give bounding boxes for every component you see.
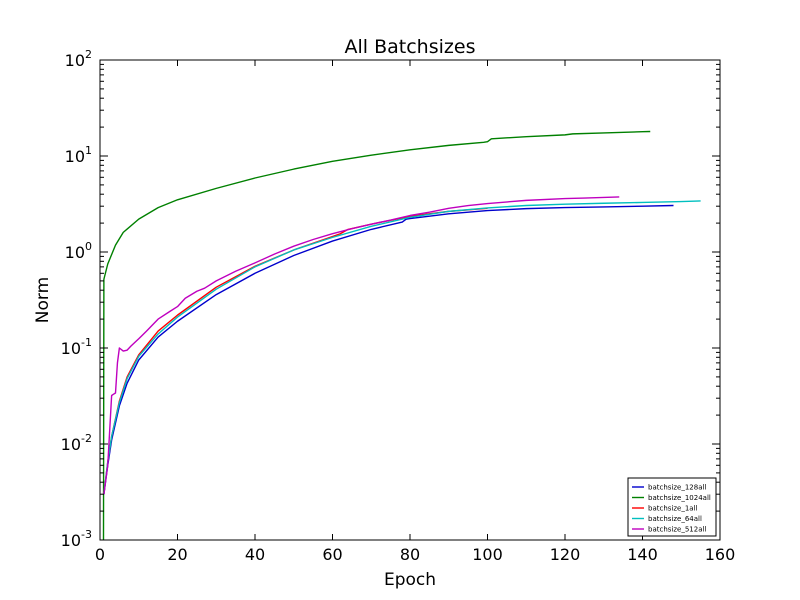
y-tick-base: 10: [61, 339, 81, 358]
x-tick-label: 140: [627, 545, 658, 564]
series-line-batchsize_128all: [103, 204, 674, 495]
ticks-layer: 0 20 40 60 80 100 120 140 16010-310-210-11001011…: [61, 48, 736, 564]
y-tick-exponent: -3: [81, 528, 92, 541]
series-line-batchsize_512all: [103, 196, 620, 495]
legend-label: batchsize_64all: [648, 515, 702, 523]
legend-label: batchsize_512all: [648, 526, 706, 534]
chart-title: All Batchsizes: [345, 36, 476, 58]
x-tick-label: 20: [167, 545, 187, 564]
y-tick-base: 10: [61, 531, 81, 550]
series-layer: [102, 130, 701, 540]
y-tick-label: 101: [65, 144, 92, 166]
y-tick-label: 10-3: [61, 528, 92, 550]
series-line-batchsize_64all: [103, 200, 701, 495]
y-tick-label: 10-1: [61, 336, 92, 358]
x-tick-label: 100: [472, 545, 503, 564]
x-axis-title: Epoch: [384, 570, 436, 590]
legend-label: batchsize_1all: [648, 505, 698, 513]
y-tick-base: 10: [65, 147, 85, 166]
x-tick-label: 60: [322, 545, 342, 564]
legend-label: batchsize_1024all: [648, 494, 711, 502]
y-axis-title: Norm: [33, 277, 53, 323]
y-tick-exponent: -2: [81, 432, 92, 445]
y-tick-exponent: 0: [85, 240, 92, 253]
y-tick-base: 10: [65, 51, 85, 70]
x-tick-label: 120: [550, 545, 581, 564]
series-line-batchsize_1024all: [102, 130, 651, 540]
y-tick-label: 102: [65, 48, 92, 70]
y-tick-base: 10: [61, 435, 81, 454]
x-tick-label: 80: [400, 545, 420, 564]
y-tick-exponent: 1: [85, 144, 92, 157]
legend-label: batchsize_128all: [648, 484, 706, 492]
y-tick-exponent: 2: [85, 48, 92, 61]
y-tick-base: 10: [65, 243, 85, 262]
y-tick-label: 10-2: [61, 432, 92, 454]
legend: batchsize_128all batchsize_1024allbatchsi…: [627, 477, 717, 537]
x-tick-label: 160: [705, 545, 736, 564]
y-tick-exponent: -1: [81, 336, 92, 349]
y-tick-label: 100: [65, 240, 92, 262]
x-tick-label: 40: [245, 545, 265, 564]
x-tick-label: 0: [95, 545, 105, 564]
